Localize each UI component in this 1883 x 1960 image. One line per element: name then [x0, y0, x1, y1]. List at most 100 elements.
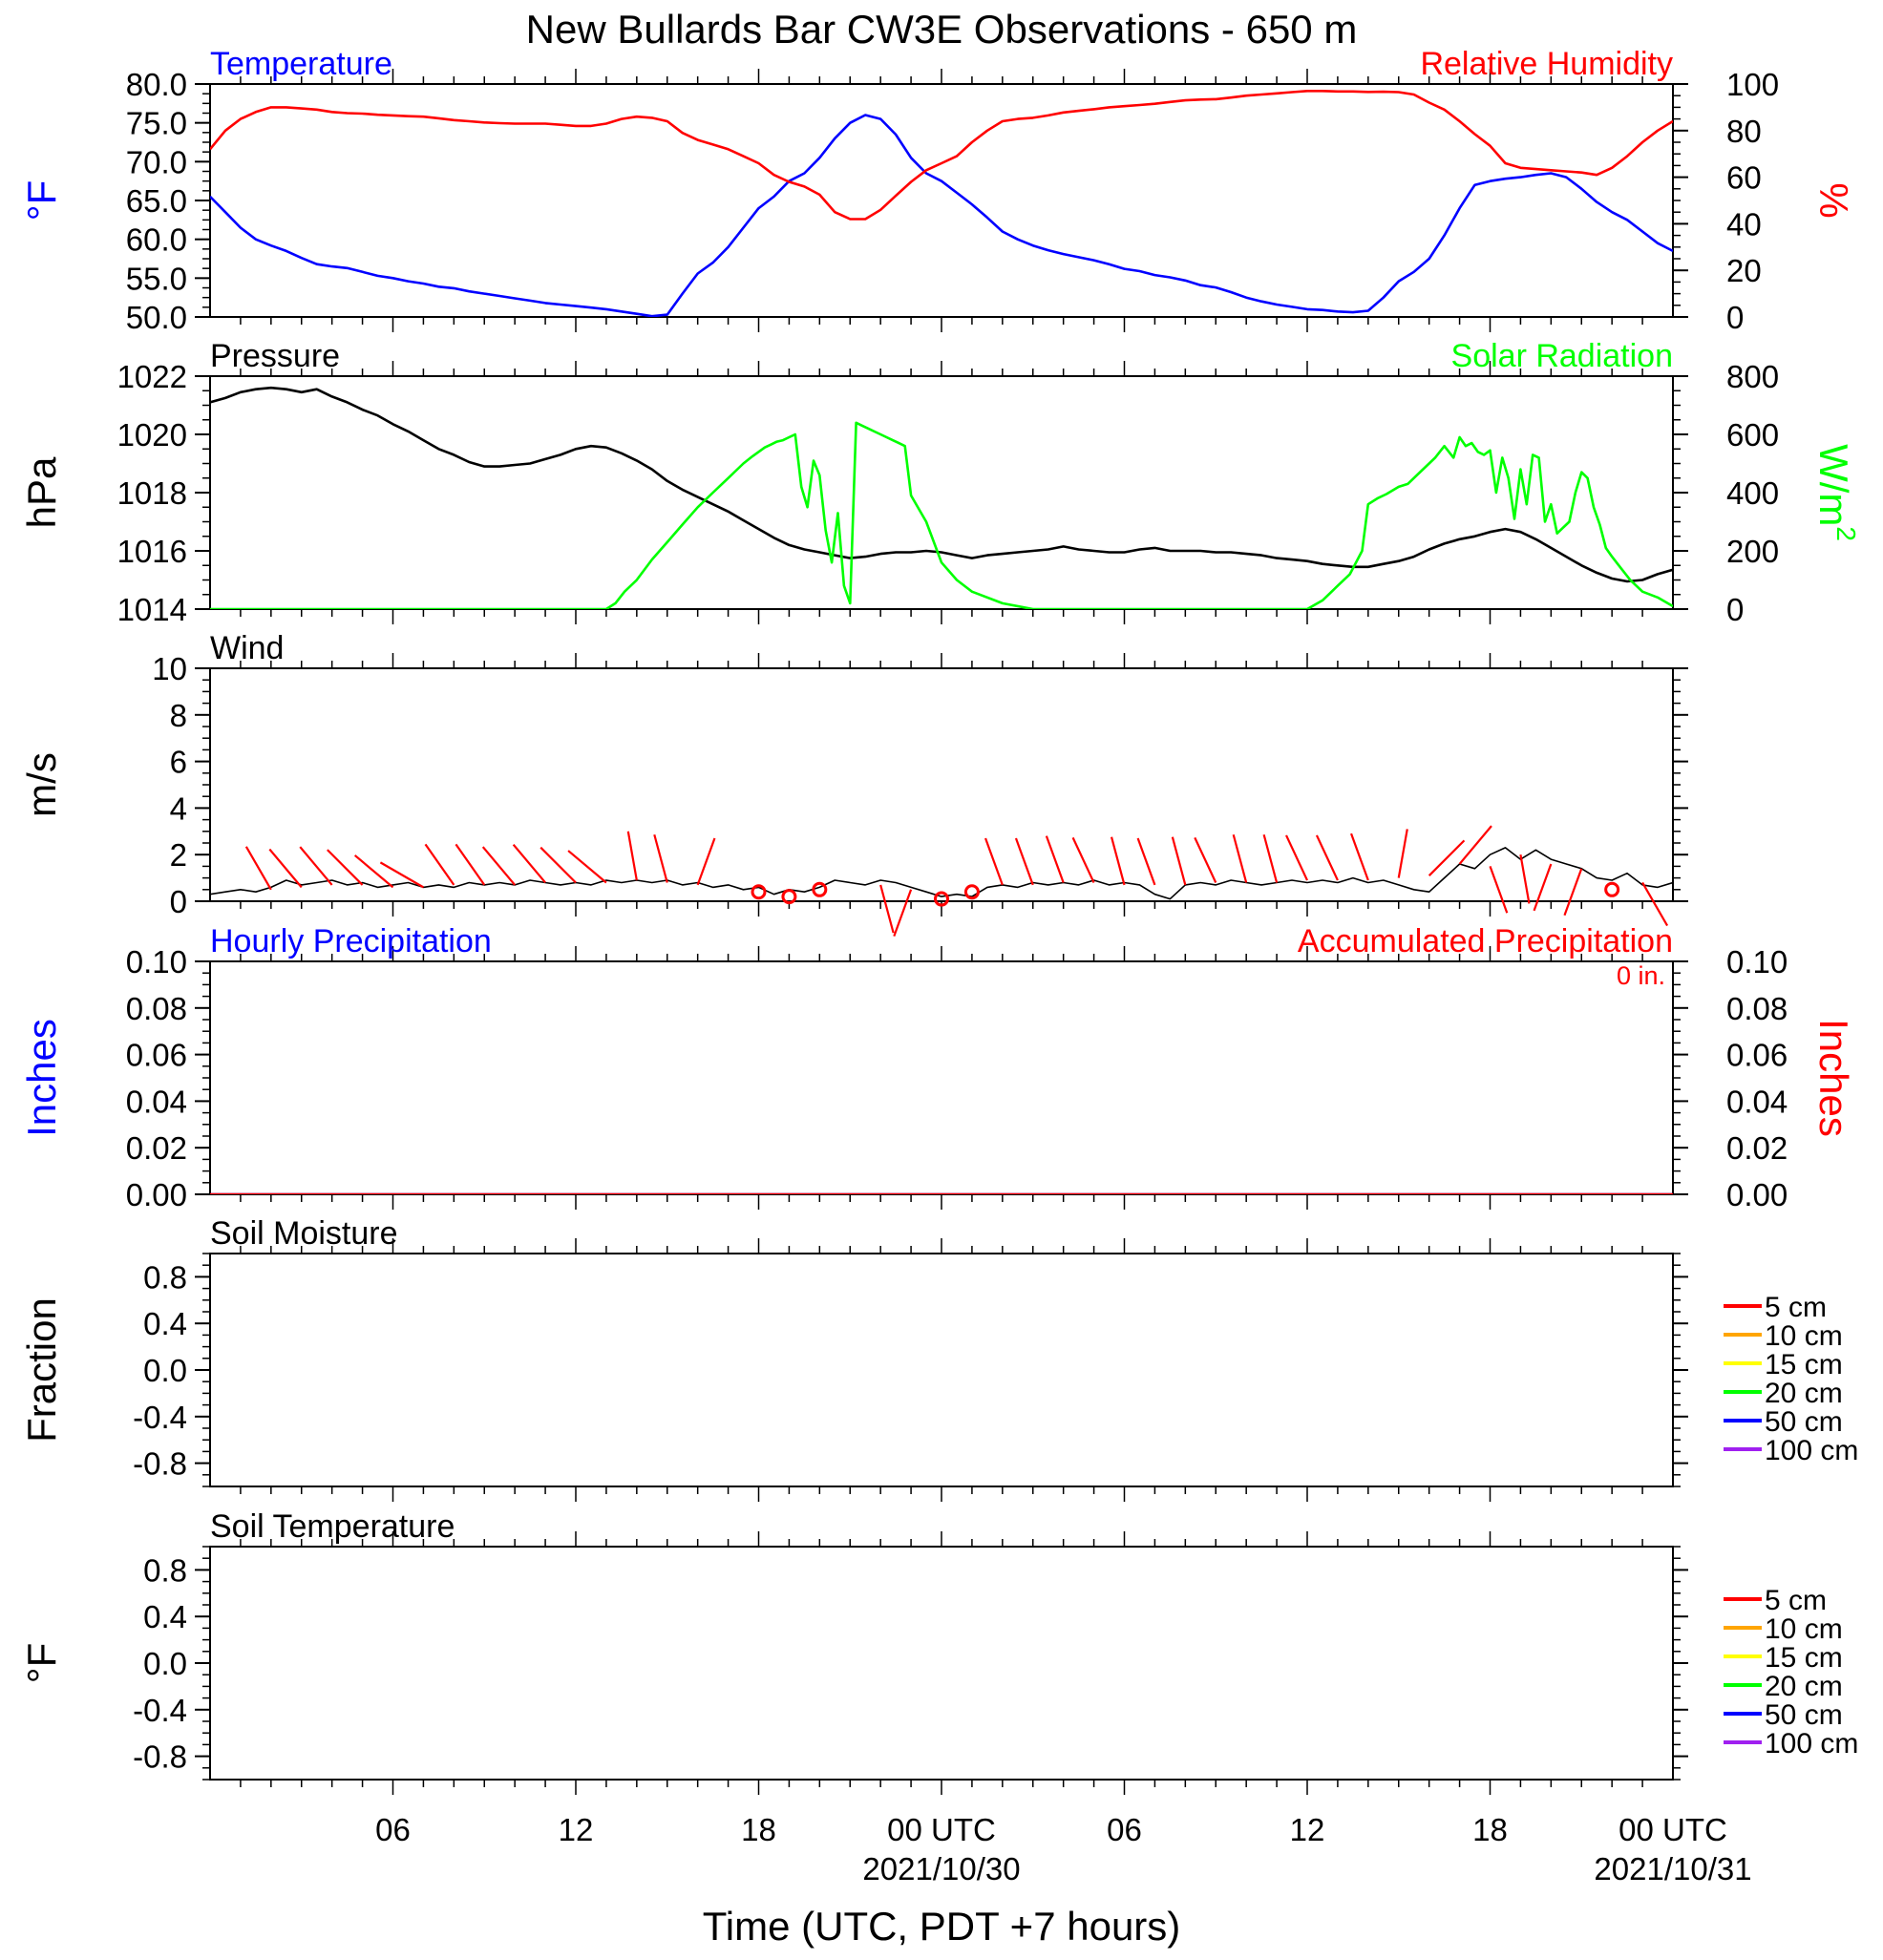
y-right-tick-label: 0.02 — [1726, 1130, 1788, 1166]
y-tick-label: 0.8 — [143, 1552, 187, 1588]
panel-1: 1014 1016 1018 1020 1022 0 200 400 600 800 Pressur… — [19, 338, 1861, 627]
y-tick-label: 80.0 — [126, 67, 187, 102]
legend-label: 50 cm — [1765, 1699, 1843, 1731]
y-tick-label: 50.0 — [126, 300, 187, 335]
legend-label: 10 cm — [1765, 1613, 1843, 1645]
accumulated-total-label: 0 in. — [1617, 961, 1665, 990]
legend-label: 10 cm — [1765, 1320, 1843, 1352]
panel-3: 0.00 0.02 0.04 0.06 0.08 0.10 0.00 0.02 0.04 0.06… — [19, 923, 1856, 1212]
y-tick-label: 0.8 — [143, 1259, 187, 1295]
x-tick-label: 00 UTC — [887, 1812, 996, 1847]
y-tick-label: 1016 — [117, 534, 187, 569]
y-tick-label: 0 — [170, 884, 187, 919]
y-tick-label: 0.0 — [143, 1353, 187, 1388]
panel-0: 50.0 55.060.065.0 70.075.0 80.0 0 20 40 60 80 100… — [19, 46, 1856, 335]
y-tick-label: -0.8 — [133, 1739, 187, 1775]
y-tick-label: 1018 — [117, 475, 187, 511]
calm-wind-marker — [1604, 881, 1620, 897]
wind-barb — [567, 850, 607, 884]
y-tick-label: 60.0 — [126, 222, 187, 258]
wind-barb — [481, 846, 517, 886]
x-date-label: 2021/10/30 — [862, 1851, 1020, 1886]
wind-barb — [696, 837, 716, 886]
y-axis-label-right-text: % — [1811, 182, 1856, 218]
wind-barb — [1350, 832, 1369, 881]
y-tick-label: 0.04 — [126, 1084, 187, 1119]
y-right-tick-label: 0.08 — [1726, 991, 1788, 1026]
panel-2: 0 2 4 6 8 10 Wind m/s — [19, 630, 1688, 938]
series-line-pressure — [210, 386, 1673, 583]
y-tick-label: -0.4 — [133, 1693, 187, 1728]
panel-title: Hourly Precipitation — [210, 923, 492, 959]
y-right-tick-label: 800 — [1726, 359, 1779, 394]
y-axis-label-right-sup: 2 — [1831, 526, 1861, 541]
y-tick-label: 0.4 — [143, 1306, 187, 1341]
y-axis-label-right: Inches — [1811, 1019, 1856, 1137]
wind-barb — [653, 833, 668, 883]
wind-barb — [879, 884, 895, 934]
y-tick-label: -0.4 — [133, 1400, 187, 1435]
wind-barb — [984, 837, 1004, 886]
wind-barb — [1563, 868, 1583, 917]
legend-label: 50 cm — [1765, 1406, 1843, 1438]
wind-barb — [1489, 866, 1509, 914]
y-right-tick-label: 200 — [1726, 534, 1779, 569]
calm-wind-marker — [751, 884, 767, 900]
panel-title-right: Relative Humidity — [1420, 46, 1673, 82]
y-tick-label: 10 — [152, 651, 187, 686]
wind-barb — [244, 846, 272, 891]
wind-barb — [1262, 833, 1279, 883]
y-right-tick-label: 80 — [1726, 114, 1762, 149]
y-axis-label-right-text: W/m — [1811, 444, 1856, 526]
wind-barb — [1194, 836, 1217, 883]
y-right-tick-label: 0.10 — [1726, 944, 1788, 980]
y-right-tick-label: 600 — [1726, 417, 1779, 453]
x-date-label: 2021/10/31 — [1594, 1851, 1751, 1886]
wind-barb — [1533, 863, 1553, 912]
calm-wind-marker — [934, 891, 949, 907]
y-tick-label: 0.0 — [143, 1646, 187, 1681]
x-tick-label: 06 — [375, 1812, 411, 1847]
wind-barb — [1171, 836, 1187, 886]
legend-label: 20 cm — [1765, 1671, 1843, 1702]
wind-barb — [626, 831, 638, 881]
calm-wind-marker — [812, 881, 828, 897]
y-right-tick-label: 20 — [1726, 253, 1762, 288]
y-axis-label: Fraction — [19, 1297, 64, 1443]
legend-label: 5 cm — [1765, 1292, 1827, 1323]
series-line-humidity — [210, 90, 1673, 221]
wind-barb — [1110, 836, 1126, 886]
x-tick-label: 12 — [559, 1812, 594, 1847]
wind-barb — [1136, 837, 1156, 886]
y-axis-label: °F — [19, 1643, 64, 1683]
y-tick-label: 0.02 — [126, 1130, 187, 1166]
y-tick-label: 75.0 — [126, 106, 187, 141]
legend-label: 15 cm — [1765, 1642, 1843, 1674]
panel-4: -0.8 -0.4 0.0 0.4 0.8 Soil Moisture Fraction 5 … — [19, 1215, 1858, 1502]
y-right-tick-label: 100 — [1726, 67, 1779, 102]
wind-barb — [353, 854, 394, 889]
legend-label: 20 cm — [1765, 1378, 1843, 1409]
y-tick-label: 1014 — [117, 592, 187, 627]
y-tick-label: 0.00 — [126, 1177, 187, 1212]
panel-title-right: Solar Radiation — [1451, 338, 1673, 374]
y-right-tick-label: 0 — [1726, 592, 1744, 627]
y-tick-label: 0.06 — [126, 1038, 187, 1073]
y-right-tick-label: 40 — [1726, 206, 1762, 242]
wind-barb — [424, 843, 455, 886]
chart-title: New Bullards Bar CW3E Observations - 650… — [526, 7, 1358, 52]
wind-barb — [1285, 834, 1308, 881]
panel-title: Wind — [210, 630, 284, 666]
y-tick-label: 0.08 — [126, 991, 187, 1026]
wind-barb — [455, 843, 486, 886]
wind-barb — [327, 849, 364, 886]
x-tick-label: 06 — [1107, 1812, 1142, 1847]
y-tick-label: 1020 — [117, 417, 187, 453]
wind-barb — [893, 889, 913, 938]
wind-barb — [268, 848, 303, 889]
wind-barb — [299, 846, 333, 886]
y-axis-label-right-text: Inches — [1811, 1019, 1856, 1137]
calm-wind-marker — [963, 884, 980, 900]
